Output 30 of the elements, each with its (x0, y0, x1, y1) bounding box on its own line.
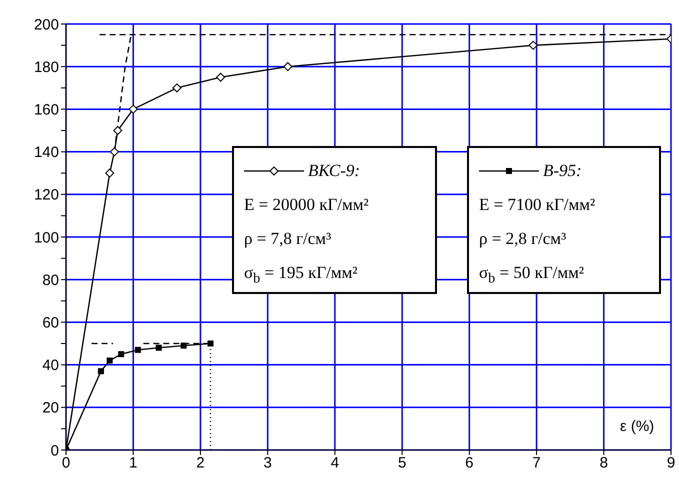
x-tick-label: 5 (398, 454, 406, 472)
annotation: ρ = 2,8 г/см³ (479, 228, 568, 250)
x-tick-label: 2 (196, 454, 205, 472)
y-tick-label: 120 (34, 186, 59, 204)
y-tick-label: 100 (34, 229, 59, 246)
y-tick-label: 40 (42, 357, 59, 374)
y-tick-label: 160 (34, 102, 59, 119)
y-tick-label: 80 (42, 272, 59, 289)
x-tick-label: 4 (330, 454, 340, 472)
x-tick-label: 9 (666, 454, 676, 472)
legend-label: В-95: (543, 160, 582, 182)
y-tick-label: 60 (42, 314, 59, 332)
annotation: σ$_{b}$ = 50 кГ/мм² (479, 262, 586, 288)
x-tick-label: 7 (532, 454, 541, 472)
y-tick-label: 140 (34, 144, 59, 162)
legend-label: ВКС-9: (308, 160, 360, 182)
x-tick-label: 3 (263, 454, 272, 472)
x-axis-title: ε (%) (620, 418, 654, 435)
y-tick-label: 180 (34, 58, 59, 76)
x-tick-label: 6 (465, 454, 474, 472)
y-tick-label: 0 (50, 442, 59, 460)
x-tick-label: 8 (600, 454, 608, 472)
x-tick-label: 0 (62, 454, 70, 472)
x-tick-label: 1 (129, 454, 138, 472)
y-tick-label: 20 (42, 400, 59, 417)
y-tick-label: 200 (34, 16, 59, 34)
annotation: E = 20000 кГ/мм² (244, 194, 370, 216)
annotation: E = 7100 кГ/мм² (479, 194, 596, 216)
annotation: σ$_{b}$ = 195 кГ/мм² (244, 262, 359, 288)
annotation: ρ = 7,8 г/см³ (244, 228, 332, 250)
